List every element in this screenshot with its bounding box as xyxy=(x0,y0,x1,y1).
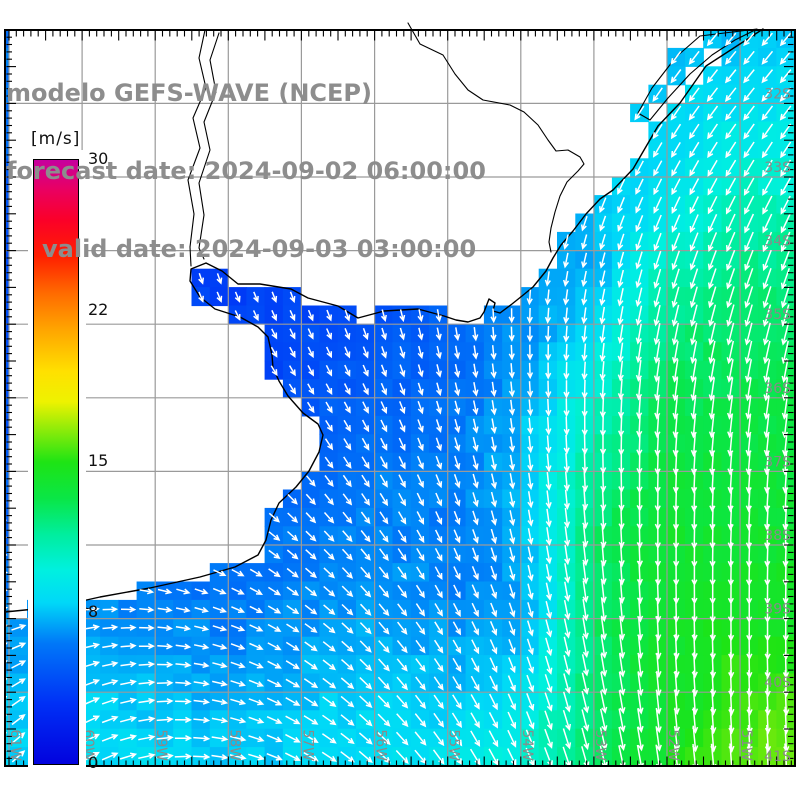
wind-direction-arrows xyxy=(5,32,792,766)
longitude-label: 61W xyxy=(7,729,23,761)
colorbar-tick-label: 0 xyxy=(88,753,99,772)
river-line xyxy=(187,29,207,267)
longitude-label: 57W xyxy=(299,729,315,761)
map-frame xyxy=(4,29,796,767)
latitude-label: 34S xyxy=(764,234,791,250)
longitude-label: 52W xyxy=(665,729,681,761)
valid-date: valid date: 2024-09-03 03:00:00 xyxy=(42,235,477,263)
longitude-label: 51W xyxy=(738,729,754,761)
river-line xyxy=(198,32,220,260)
lagoon-outline xyxy=(637,28,758,121)
latitude-label: 32S xyxy=(764,86,791,102)
colorbar-tick-label: 8 xyxy=(88,602,99,621)
colorbar-tick-label: 22 xyxy=(88,300,109,319)
latitude-label: 36S xyxy=(764,381,791,397)
longitude-label: 54W xyxy=(519,729,535,761)
longitude-label: 55W xyxy=(446,729,462,761)
axis-ticks xyxy=(6,31,794,766)
river-line xyxy=(407,22,585,253)
colorbar-tick-label: 30 xyxy=(88,149,109,168)
latitude-label: 38S xyxy=(764,528,791,544)
latitude-label: 37S xyxy=(764,454,791,470)
latitude-label: 33S xyxy=(764,160,791,176)
longitude-label: 58W xyxy=(226,729,242,761)
longitude-label: 56W xyxy=(373,729,389,761)
colorbar xyxy=(28,150,86,774)
latitude-label: 41S xyxy=(764,749,791,765)
latitude-label: 35S xyxy=(764,307,791,323)
model-name: modelo GEFS-WAVE (NCEP) xyxy=(6,79,372,107)
colorbar-gradient xyxy=(33,159,79,765)
title-block: modelo GEFS-WAVE (NCEP) forecast date: 2… xyxy=(6,28,486,314)
latitude-label: 39S xyxy=(764,602,791,618)
colorbar-tick-label: 15 xyxy=(88,451,109,470)
colorbar-unit-label: [m/s] xyxy=(31,129,81,149)
latitude-label: 40S xyxy=(764,675,791,691)
longitude-label: 53W xyxy=(592,729,608,761)
forecast-date: forecast date: 2024-09-02 06:00:00 xyxy=(6,157,486,185)
longitude-label: 59W xyxy=(153,729,169,761)
